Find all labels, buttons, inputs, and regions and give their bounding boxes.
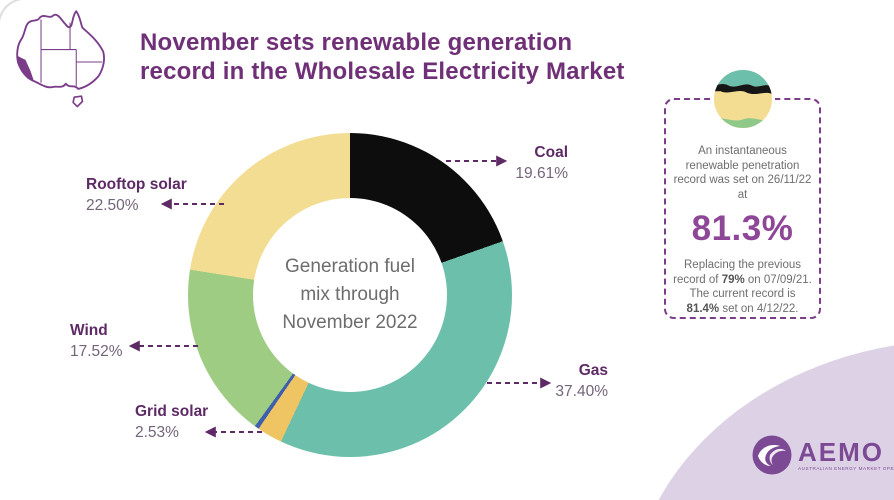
wem-region-fill [17,55,34,81]
donut-center-line2: mix through [300,284,400,305]
donut-chart: Generation fuel mix through November 202… [188,133,512,457]
grid-solar-label: Grid solar [135,403,209,420]
card-corner-decoration [0,0,22,22]
record-detail-text: Replacing the previous record of 79% on … [673,258,812,316]
callout-rooftop-solar: Rooftop solar 22.50% [86,174,187,216]
gas-label: Gas [578,362,608,379]
tasmania-outline [72,95,84,108]
donut-center-line1: Generation fuel [285,256,415,277]
page-title: November sets renewable generation recor… [140,28,680,86]
renewable-record-card: An instantaneous renewable penetration r… [664,67,821,319]
callout-gas: Gas 37.40% [538,360,608,402]
corner-blob-decoration [630,340,894,500]
aemo-logo-tagline: AUSTRALIAN ENERGY MARKET OPERATOR [798,466,894,471]
coal-value: 19.61% [515,165,568,182]
record-value: 81.3% [691,209,794,248]
previous-record-value: 79% [721,273,745,286]
record-intro-text: An instantaneous renewable penetration r… [673,145,812,201]
record-detail-part1: Replacing the previous record of [673,259,801,286]
record-detail-part3: set on 4/12/22. [719,302,799,315]
wind-value: 17.52% [70,343,123,360]
donut-center-line3: November 2022 [282,312,418,333]
callout-grid-solar: Grid solar 2.53% [135,401,208,443]
aemo-swirl-icon [752,435,792,475]
record-detail-part2: on 07/09/21. The current record is [689,273,812,301]
aemo-logo: AEMO AUSTRALIAN ENERGY MARKET OPERATOR [752,435,894,475]
coal-label: Coal [534,144,568,161]
rooftop-solar-value: 22.50% [86,197,139,214]
state-borders [40,19,103,86]
callout-coal: Coal 19.61% [498,142,568,184]
australia-map [12,6,126,118]
rooftop-solar-label: Rooftop solar [86,176,187,193]
current-record-value: 81.4% [686,302,720,315]
gas-value: 37.40% [555,383,608,400]
page-title-line2: record in the Wholesale Electricity Mark… [140,58,625,85]
grid-solar-value: 2.53% [135,424,179,441]
callout-wind: Wind 17.52% [70,320,123,362]
page-title-line1: November sets renewable generation [140,29,573,56]
donut-center-label: Generation fuel mix through November 202… [253,198,447,392]
wind-label: Wind [70,322,108,339]
aemo-logo-text: AEMO [798,437,884,467]
generation-mix-thumbnail-icon [710,67,775,131]
